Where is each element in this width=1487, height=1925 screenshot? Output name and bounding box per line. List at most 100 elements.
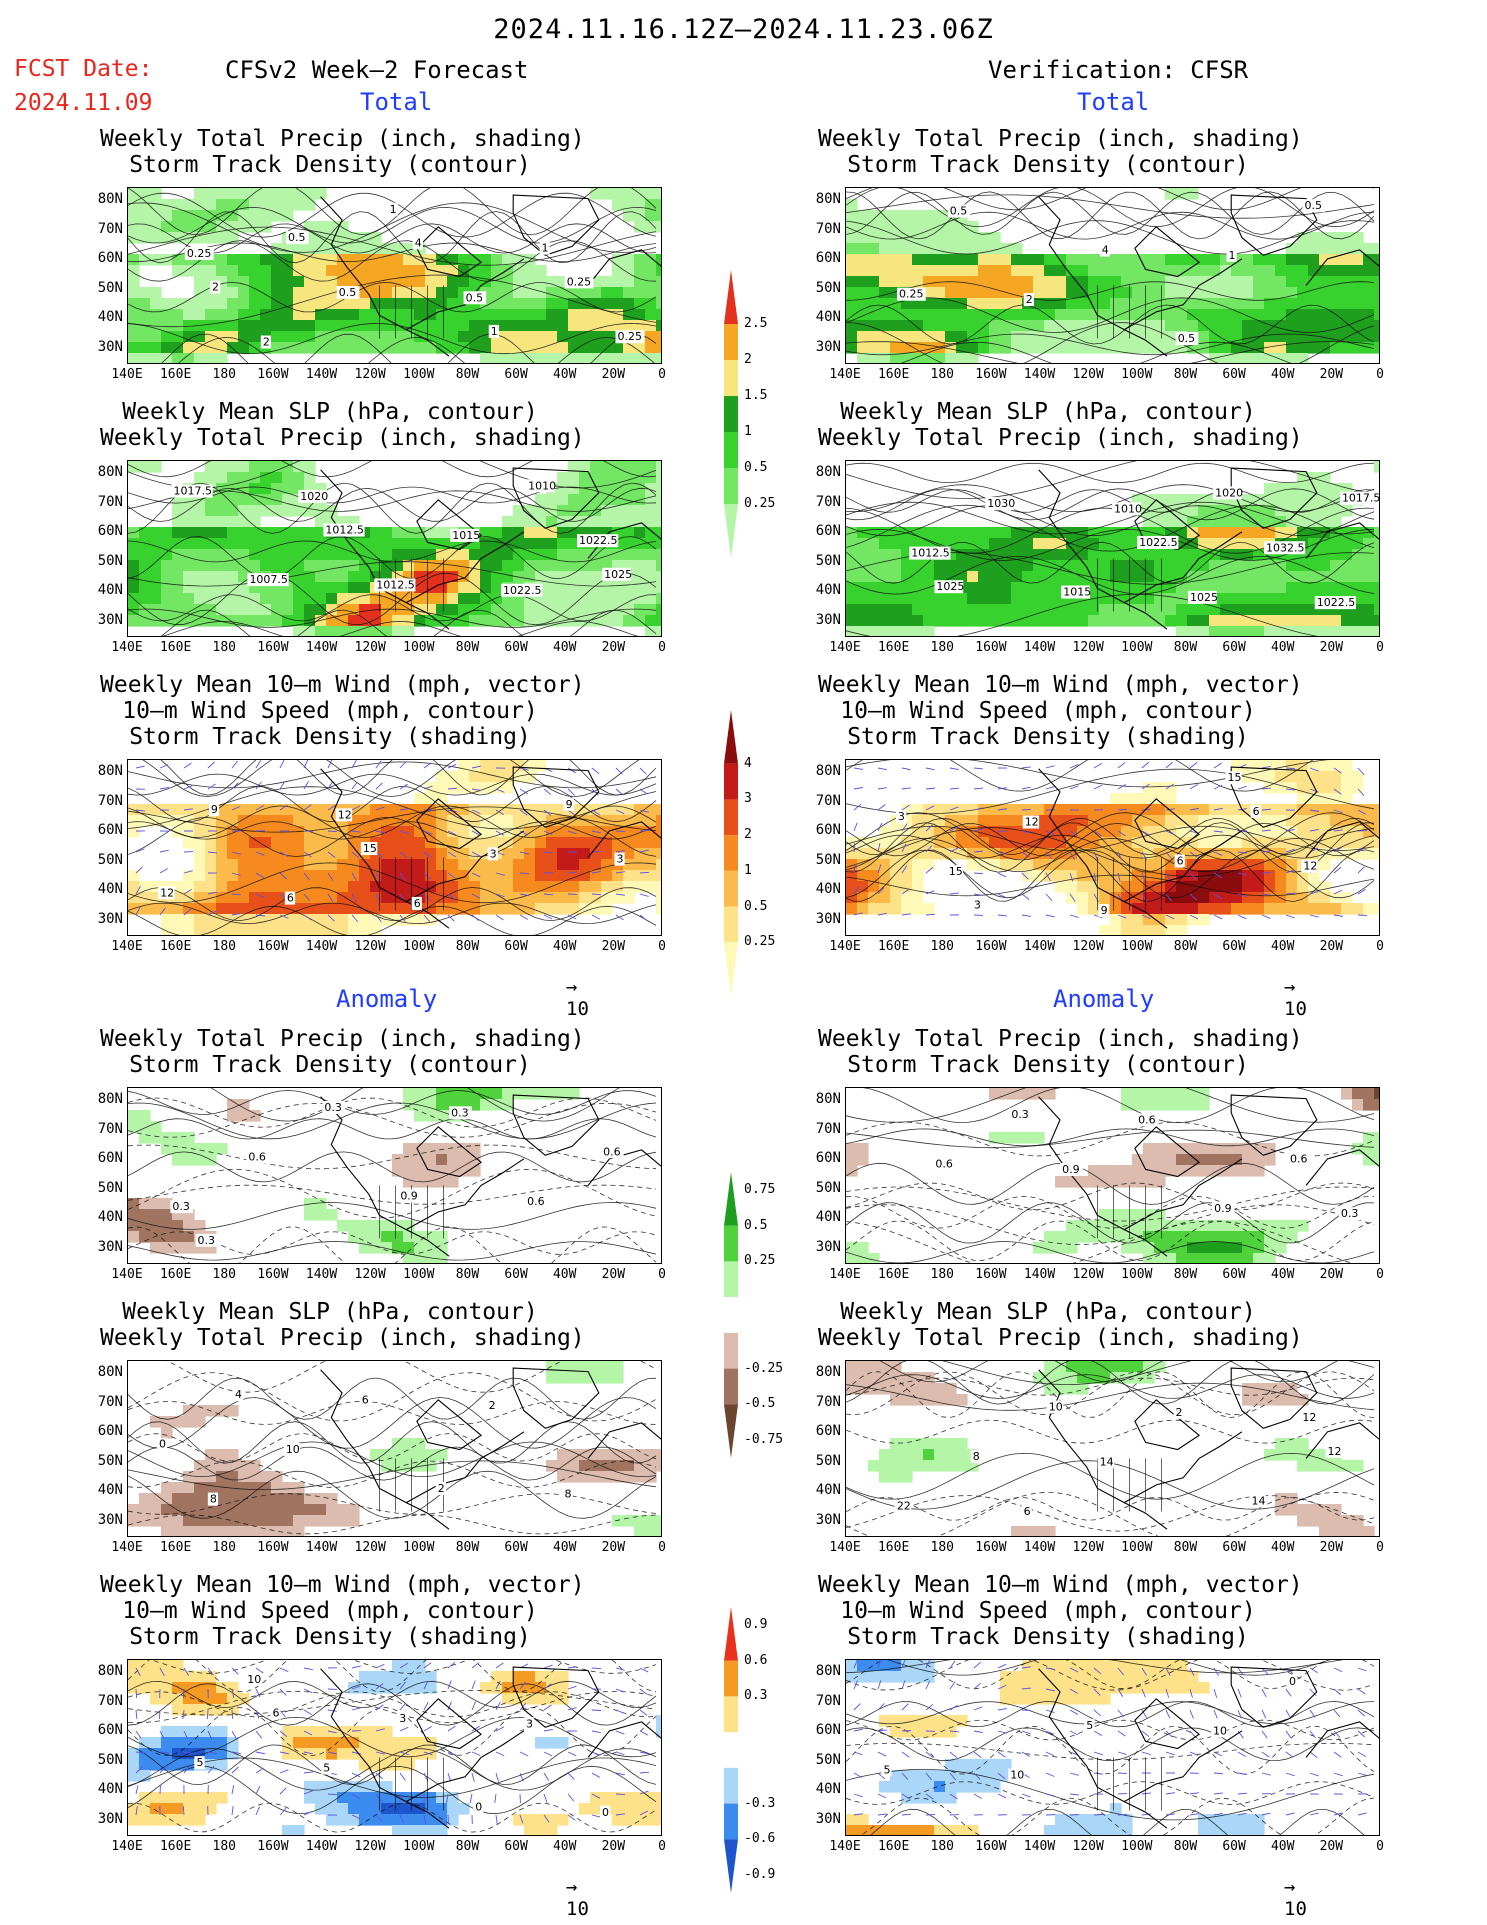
lon-tick: 20W: [1319, 939, 1344, 954]
contour-label: 5: [1084, 1719, 1095, 1733]
lat-tick: 70N: [97, 1393, 123, 1410]
svg-text:15: 15: [363, 842, 377, 855]
svg-text:1: 1: [390, 203, 397, 216]
lon-tick: 140W: [1023, 939, 1056, 954]
colorbar-label: 0.5: [744, 460, 768, 475]
map-panel: 1020 1025 1022.5 1017.5 1015 1032.5 1030 1025 10…: [845, 460, 1380, 637]
lon-tick: 120W: [1072, 367, 1104, 382]
lon-tick: 140E: [111, 1267, 143, 1282]
contour-label: 0.3: [1009, 1108, 1032, 1122]
lon-tick: 120W: [1072, 939, 1104, 954]
lat-tick: 30N: [815, 910, 841, 927]
lon-tick: 160E: [877, 1267, 910, 1282]
lat-tick: 80N: [97, 1091, 123, 1107]
svg-text:12: 12: [338, 808, 352, 821]
contour-label: 22: [894, 1499, 912, 1513]
contour-label: 3: [895, 810, 907, 824]
lat-tick: 80N: [97, 763, 123, 779]
colorbar-label: 0.25: [744, 934, 776, 950]
contour-label: 1025: [602, 567, 632, 581]
lon-tick: 120W: [354, 1540, 386, 1555]
map-canvas: 6 0 5 3 0 5 3 10: [128, 1660, 661, 1835]
contour-label: 1: [539, 241, 550, 255]
vector-ref-f3: → 10: [566, 976, 589, 1020]
map-canvas: 0.3 0.9 0.6 0.3 0.6 0.6 0.3 0.3: [128, 1088, 661, 1263]
colorbar-label: -0.25: [744, 1360, 784, 1376]
lon-tick: 140W: [1023, 1540, 1056, 1555]
lon-tick: 160W: [975, 1540, 1007, 1555]
lon-tick: 60W: [504, 640, 528, 655]
lat-tick: 70N: [815, 493, 841, 510]
lat-tick: 70N: [815, 1692, 841, 1709]
lon-tick: 100W: [1121, 1540, 1153, 1555]
lon-tick: 100W: [1121, 1267, 1153, 1282]
svg-text:6: 6: [1253, 805, 1260, 818]
lon-tick: 40W: [1270, 1540, 1295, 1555]
lon-tick: 60W: [1222, 1540, 1246, 1555]
contour-label: 10: [1046, 1400, 1064, 1414]
lon-tick: 180: [930, 367, 954, 382]
lon-tick: 180: [212, 640, 236, 655]
svg-text:0.5: 0.5: [1178, 332, 1196, 345]
lon-tick: 20W: [1319, 640, 1344, 655]
svg-text:2: 2: [1176, 1406, 1183, 1419]
lon-tick: 0: [1376, 367, 1384, 382]
colorbar-label: 0.9: [744, 1617, 768, 1632]
map-panel: 6 3 6 3 9 12 12 15 15: [845, 759, 1380, 936]
lon-tick: 160E: [159, 1839, 192, 1854]
vector-ref-v3: → 10: [1284, 976, 1307, 1020]
fcst-date-value: 2024.11.09: [14, 90, 153, 116]
lat-tick: 60N: [97, 1423, 123, 1439]
lon-tick: 160W: [975, 1267, 1007, 1282]
lat-tick: 30N: [815, 338, 841, 355]
contour-label: 1010: [526, 479, 556, 493]
lat-tick: 40N: [815, 881, 841, 897]
lat-tick: 30N: [97, 1238, 123, 1255]
contour-label: 0.9: [1060, 1162, 1083, 1176]
colorbar-label: 0.25: [744, 1253, 776, 1269]
lon-tick: 140E: [829, 939, 861, 954]
lon-tick: 160E: [159, 1540, 192, 1555]
lon-tick: 160E: [877, 367, 910, 382]
lon-tick: 40W: [1270, 640, 1295, 655]
lat-tick: 70N: [97, 220, 123, 237]
svg-text:6: 6: [362, 1393, 369, 1406]
contour-label: 0.6: [246, 1150, 269, 1164]
svg-text:1022.5: 1022.5: [579, 534, 618, 547]
svg-text:12: 12: [1302, 1411, 1316, 1424]
svg-text:1012.5: 1012.5: [376, 578, 415, 591]
vector-ref-v6: → 10: [1284, 1876, 1307, 1920]
contour-label: 2: [486, 1398, 497, 1412]
svg-text:9: 9: [211, 803, 218, 816]
svg-text:1012.5: 1012.5: [911, 547, 950, 560]
lat-tick: 60N: [815, 1423, 841, 1439]
panel-title-v5: Weekly Mean SLP (hPa, contour) Weekly Tot…: [818, 1299, 1303, 1351]
lat-tick: 30N: [815, 1511, 841, 1528]
lon-tick: 60W: [504, 939, 528, 954]
colorbar-label: -0.3: [744, 1795, 776, 1811]
lon-tick: 80W: [455, 1839, 480, 1854]
lon-tick: 0: [1376, 1540, 1384, 1555]
svg-text:0.5: 0.5: [950, 205, 968, 218]
contour-label: 1032.5: [1263, 541, 1306, 555]
svg-text:4: 4: [235, 1388, 242, 1401]
contour-label: 1012.5: [374, 578, 416, 592]
svg-text:15: 15: [1227, 771, 1241, 784]
map-panel: 0.6 0.3 0.9 0.6 0.6 0.3 0.9: [845, 1087, 1380, 1264]
svg-text:0.9: 0.9: [400, 1190, 418, 1203]
colorbar-label: 0.5: [744, 1217, 768, 1233]
contour-label: 0.9: [398, 1189, 421, 1203]
lon-tick: 0: [1376, 640, 1384, 655]
contour-label: 2: [435, 1481, 446, 1495]
lon-tick: 160W: [975, 939, 1007, 954]
lat-tick: 60N: [97, 1150, 123, 1166]
contour-label: 14: [1249, 1494, 1266, 1508]
lat-tick: 80N: [815, 1663, 841, 1679]
lat-tick: 80N: [97, 1364, 123, 1380]
contour-label: 0.6: [933, 1157, 956, 1171]
svg-text:8: 8: [973, 1450, 980, 1463]
lon-tick: 40W: [1270, 939, 1295, 954]
lon-tick: 140E: [111, 939, 143, 954]
contour-label: 0.25: [564, 275, 594, 289]
